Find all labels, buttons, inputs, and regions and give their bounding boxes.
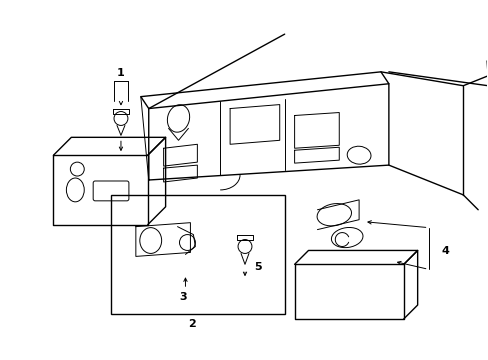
Text: 5: 5 xyxy=(254,262,261,272)
Bar xyxy=(111,195,284,314)
Text: 1: 1 xyxy=(117,68,124,78)
Text: 2: 2 xyxy=(188,319,196,329)
Text: 4: 4 xyxy=(441,247,448,256)
Text: 3: 3 xyxy=(179,292,187,302)
